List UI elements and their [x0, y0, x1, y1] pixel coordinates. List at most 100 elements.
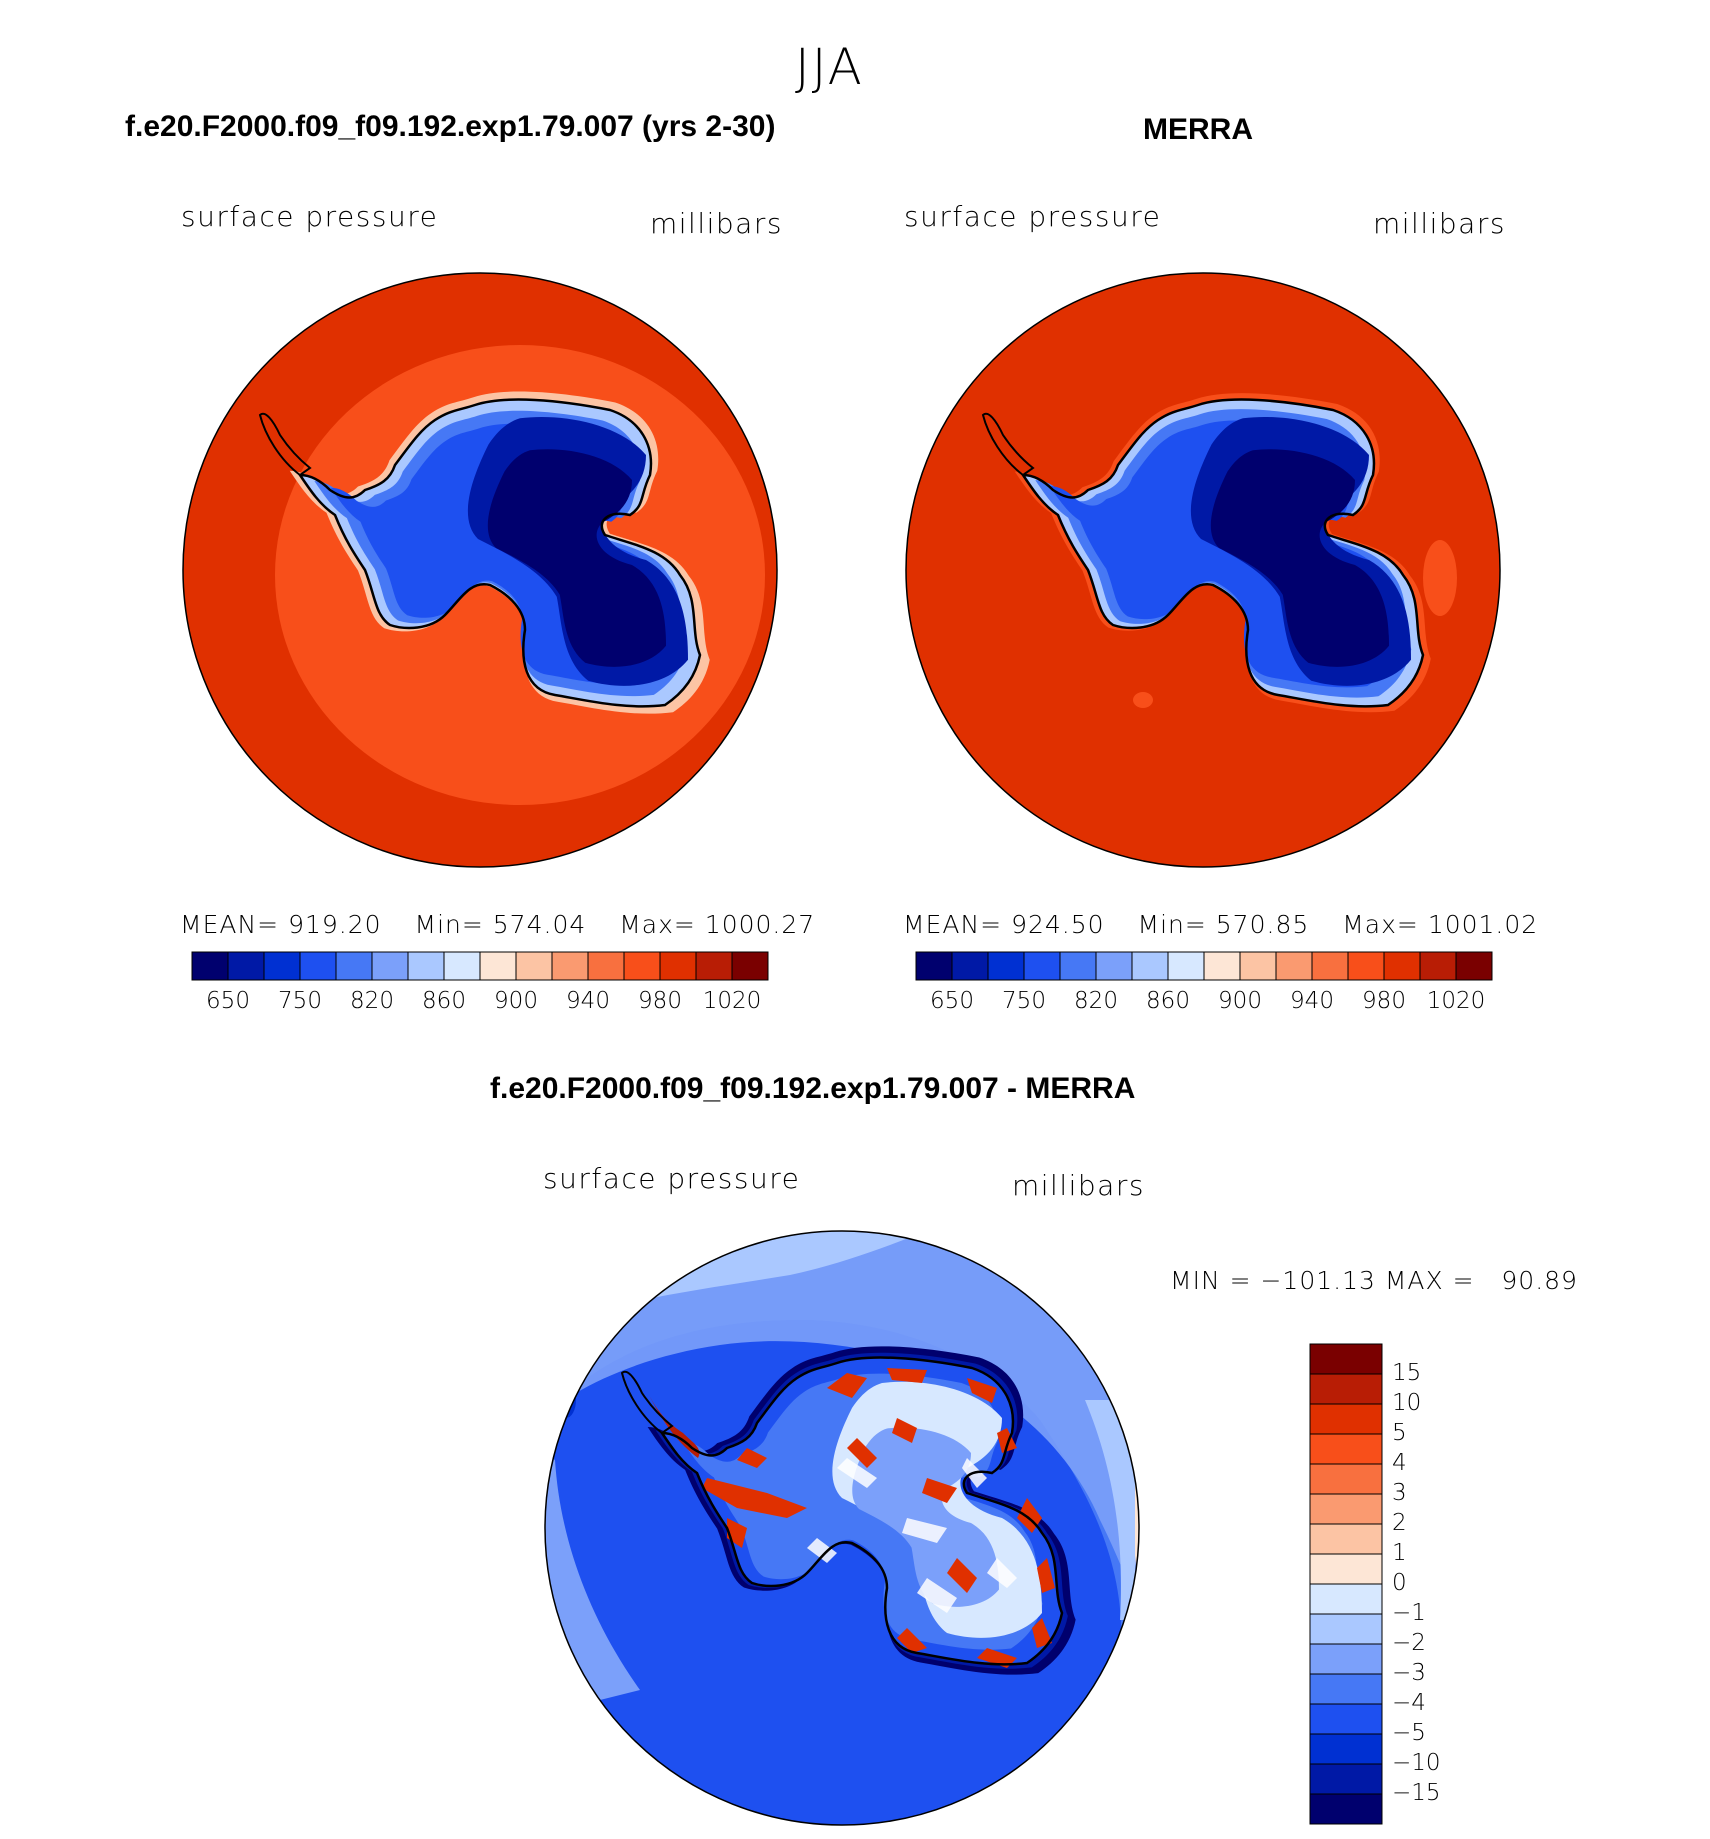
diff-map-border: [544, 1230, 1140, 1826]
diff-units-label: millibars: [1012, 1169, 1145, 1202]
diff-colorbar-box-2: [1309, 1403, 1383, 1435]
model-colorbar-box-5: [371, 951, 409, 981]
obs-map: [906, 273, 1500, 867]
obs-colorbar-tick-5: 940: [1290, 988, 1334, 1014]
obs-colorbar-tick-1: 750: [1002, 988, 1046, 1014]
obs-min-value: 570.85: [1215, 910, 1310, 939]
diff-colorbar-box-12: [1309, 1703, 1383, 1735]
obs-colorbar-tick-3: 860: [1146, 988, 1190, 1014]
model-mean-label: MEAN=: [180, 910, 280, 939]
model-colorbar-box-1: [227, 951, 265, 981]
diff-colorbar-tick-3: 4: [1392, 1450, 1407, 1476]
model-colorbar-tick-1: 750: [278, 988, 322, 1014]
model-colorbar-box-15: [731, 951, 769, 981]
obs-colorbar-box-7: [1167, 951, 1205, 981]
model-colorbar-tick-7: 1020: [702, 988, 762, 1014]
obs-colorbar-tick-6: 980: [1362, 988, 1406, 1014]
model-colorbar-box-6: [407, 951, 445, 981]
diff-colorbar-tick-5: 2: [1392, 1510, 1407, 1536]
obs-colorbar-box-8: [1203, 951, 1241, 981]
model-colorbar-tick-6: 980: [638, 988, 682, 1014]
model-colorbar-box-7: [443, 951, 481, 981]
obs-units-label: millibars: [1373, 207, 1506, 240]
model-colorbar-tick-4: 900: [494, 988, 538, 1014]
obs-colorbar: [915, 951, 1493, 981]
diff-colorbar-box-9: [1309, 1613, 1383, 1645]
model-colorbar-box-9: [515, 951, 553, 981]
model-variable-label: surface pressure: [181, 200, 439, 233]
model-stats: MEAN= 919.20 Min= 574.04 Max= 1000.27: [180, 910, 815, 939]
diff-colorbar-box-5: [1309, 1493, 1383, 1525]
diff-colorbar-box-10: [1309, 1643, 1383, 1675]
model-min-label: Min=: [414, 910, 484, 939]
model-colorbar-box-10: [551, 951, 589, 981]
diff-colorbar-tick-6: 1: [1392, 1540, 1407, 1566]
obs-min-label: Min=: [1137, 910, 1207, 939]
model-mean-value: 919.20: [288, 910, 382, 939]
obs-colorbar-box-0: [915, 951, 953, 981]
obs-colorbar-tick-7: 1020: [1426, 988, 1486, 1014]
obs-stats: MEAN= 924.50 Min= 570.85 Max= 1001.02: [903, 910, 1538, 939]
obs-panel-title: MERRA: [1143, 113, 1253, 146]
model-colorbar-box-3: [299, 951, 337, 981]
model-map-border: [182, 272, 778, 868]
obs-variable-label: surface pressure: [904, 200, 1162, 233]
model-colorbar-tick-0: 650: [206, 988, 250, 1014]
obs-colorbar-box-14: [1419, 951, 1457, 981]
obs-mean-value: 924.50: [1011, 910, 1105, 939]
diff-colorbar-tick-4: 3: [1392, 1480, 1407, 1506]
model-colorbar-box-13: [659, 951, 697, 981]
diff-colorbar-box-0: [1309, 1343, 1383, 1375]
obs-colorbar-box-5: [1095, 951, 1133, 981]
obs-colorbar-tick-4: 900: [1218, 988, 1262, 1014]
model-colorbar-box-2: [263, 951, 301, 981]
diff-colorbar-box-15: [1309, 1793, 1383, 1825]
model-max-value: 1000.27: [704, 910, 816, 939]
obs-max-label: Max=: [1342, 910, 1419, 939]
obs-colorbar-box-1: [951, 951, 989, 981]
diff-colorbar-box-1: [1309, 1373, 1383, 1405]
diff-colorbar-box-6: [1309, 1523, 1383, 1555]
obs-mean-label: MEAN=: [903, 910, 1003, 939]
diff-colorbar-box-8: [1309, 1583, 1383, 1615]
diff-colorbar-tick-12: −5: [1392, 1720, 1426, 1746]
model-colorbar-tick-3: 860: [422, 988, 466, 1014]
season-title: JJA: [795, 38, 864, 96]
model-colorbar-box-14: [695, 951, 733, 981]
diff-colorbar-box-13: [1309, 1733, 1383, 1765]
model-max-label: Max=: [619, 910, 696, 939]
diff-colorbar-tick-11: −4: [1392, 1690, 1426, 1716]
diff-colorbar-tick-0: 15: [1392, 1360, 1422, 1386]
model-min-value: 574.04: [492, 910, 587, 939]
obs-colorbar-box-12: [1347, 951, 1385, 981]
model-panel-title: f.e20.F2000.f09_f09.192.exp1.79.007 (yrs…: [125, 110, 776, 143]
diff-colorbar-tick-14: −15: [1392, 1780, 1441, 1806]
diff-variable-label: surface pressure: [543, 1162, 801, 1195]
diff-colorbar-tick-7: 0: [1392, 1570, 1407, 1596]
model-units-label: millibars: [650, 207, 783, 240]
diff-panel-title: f.e20.F2000.f09_f09.192.exp1.79.007 - ME…: [490, 1072, 1136, 1105]
diff-stats: MIN = −101.13 MAX = 90.89: [1170, 1266, 1578, 1295]
model-map: [183, 273, 777, 867]
diff-colorbar-tick-10: −3: [1392, 1660, 1426, 1686]
obs-colorbar-box-2: [987, 951, 1025, 981]
diff-colorbar-box-14: [1309, 1763, 1383, 1795]
diff-colorbar-tick-8: −1: [1392, 1600, 1426, 1626]
obs-colorbar-box-6: [1131, 951, 1169, 981]
obs-colorbar-box-9: [1239, 951, 1277, 981]
obs-colorbar-box-13: [1383, 951, 1421, 981]
diff-colorbar-box-7: [1309, 1553, 1383, 1585]
obs-max-value: 1001.02: [1427, 910, 1539, 939]
model-colorbar-box-11: [587, 951, 625, 981]
diff-colorbar-tick-9: −2: [1392, 1630, 1426, 1656]
obs-colorbar-box-4: [1059, 951, 1097, 981]
diff-colorbar-box-3: [1309, 1433, 1383, 1465]
obs-colorbar-box-11: [1311, 951, 1349, 981]
model-colorbar-tick-2: 820: [350, 988, 394, 1014]
diff-colorbar-box-4: [1309, 1463, 1383, 1495]
model-colorbar-box-0: [191, 951, 229, 981]
diff-colorbar-tick-13: −10: [1392, 1750, 1441, 1776]
model-colorbar-box-12: [623, 951, 661, 981]
model-colorbar-box-8: [479, 951, 517, 981]
